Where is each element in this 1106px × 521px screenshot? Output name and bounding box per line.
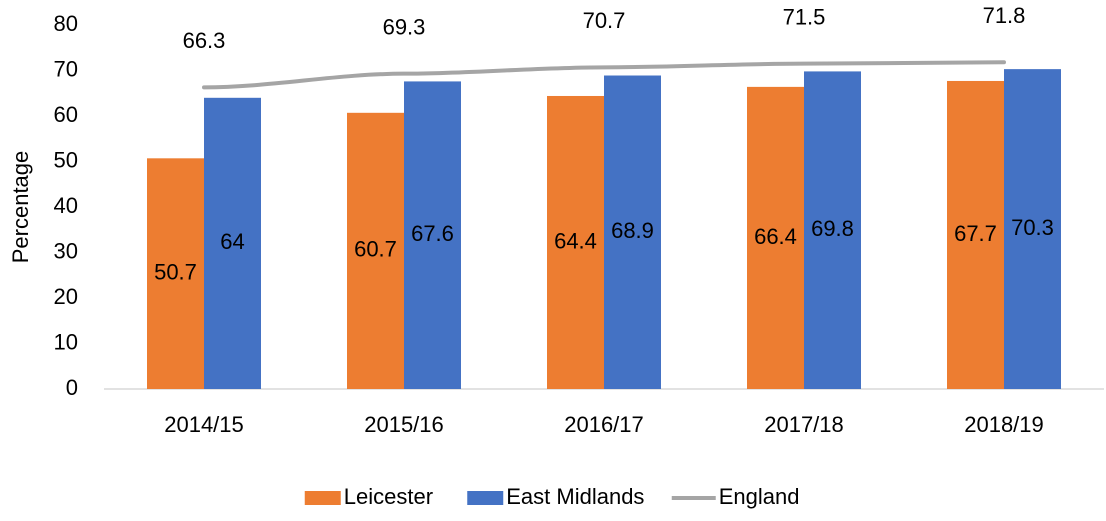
y-tick-label: 0 xyxy=(66,375,78,400)
bar xyxy=(204,97,261,390)
y-tick-label: 50 xyxy=(54,147,78,172)
data-label: 70.3 xyxy=(1011,215,1054,240)
x-tick-label: 2014/15 xyxy=(164,412,244,437)
y-tick-label: 80 xyxy=(54,11,78,36)
legend-label: East Midlands xyxy=(506,484,644,509)
legend-label: England xyxy=(719,484,800,509)
legend-swatch xyxy=(467,491,504,505)
data-label: 69.8 xyxy=(811,216,854,241)
y-tick-label: 30 xyxy=(54,238,78,263)
bar xyxy=(347,112,404,389)
y-axis-title: Percentage xyxy=(8,151,33,264)
x-tick-label: 2018/19 xyxy=(964,412,1044,437)
data-label: 71.8 xyxy=(983,3,1026,28)
x-tick-label: 2016/17 xyxy=(564,412,644,437)
data-label: 67.7 xyxy=(954,221,997,246)
y-tick-label: 70 xyxy=(54,56,78,81)
data-label: 64.4 xyxy=(554,228,597,253)
data-label: 67.6 xyxy=(411,221,454,246)
bar xyxy=(604,75,661,389)
bar xyxy=(547,95,604,389)
data-label: 64 xyxy=(220,229,244,254)
data-label: 60.7 xyxy=(354,237,397,262)
y-tick-label: 10 xyxy=(54,329,78,354)
bar xyxy=(947,80,1004,389)
bar xyxy=(147,158,204,389)
line xyxy=(202,60,1006,90)
data-label: 71.5 xyxy=(783,4,826,29)
data-label: 69.3 xyxy=(383,14,426,39)
bar xyxy=(1004,69,1061,389)
y-tick-label: 60 xyxy=(54,102,78,127)
bar xyxy=(404,81,461,390)
legend-swatch xyxy=(304,491,341,505)
y-tick-label: 20 xyxy=(54,284,78,309)
y-tick-label: 40 xyxy=(54,193,78,218)
x-tick-label: 2017/18 xyxy=(764,412,844,437)
data-label: 68.9 xyxy=(611,218,654,243)
data-label: 70.7 xyxy=(583,8,626,33)
data-label: 66.4 xyxy=(754,224,797,249)
data-label: 50.7 xyxy=(154,259,197,284)
x-tick-label: 2015/16 xyxy=(364,412,444,437)
bar xyxy=(747,86,804,389)
legend-label: Leicester xyxy=(344,484,433,509)
bar xyxy=(804,71,861,389)
data-label: 66.3 xyxy=(183,28,226,53)
